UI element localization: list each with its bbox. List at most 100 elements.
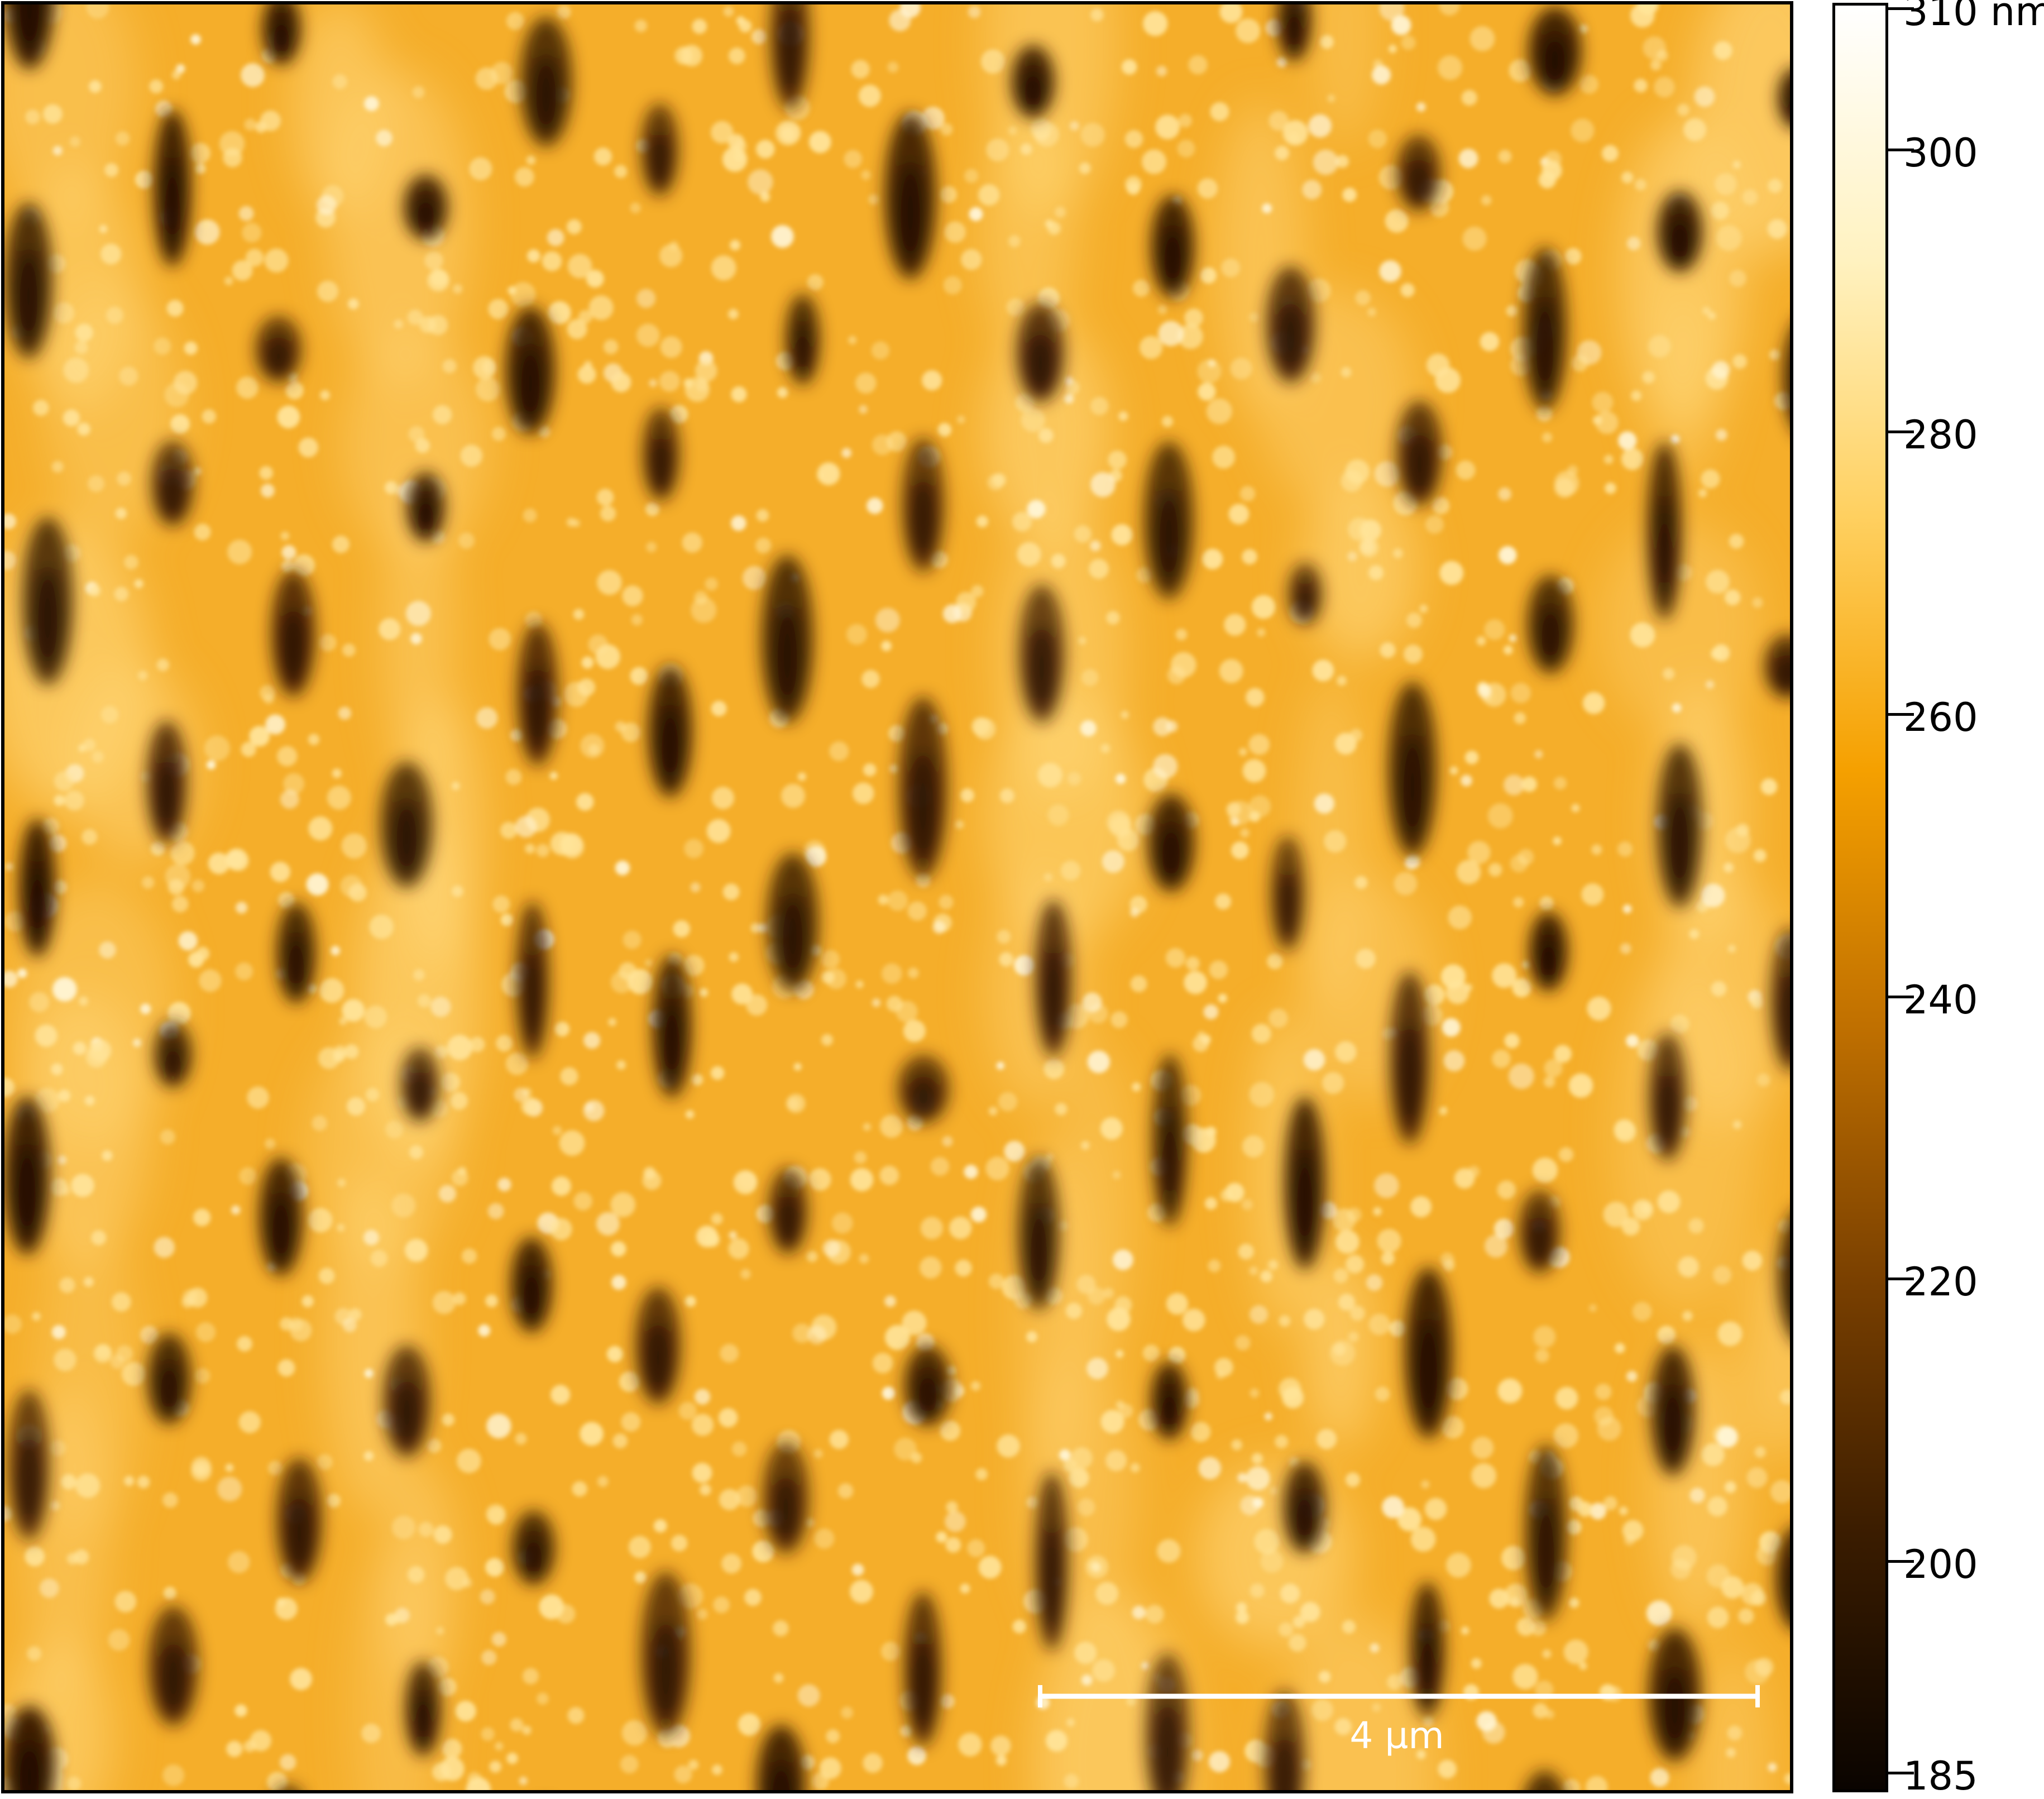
surface-particle	[1268, 1008, 1288, 1028]
surface-particle	[337, 1223, 345, 1232]
surface-pit-core	[768, 1760, 795, 1790]
surface-pit-core	[1660, 1668, 1689, 1748]
surface-particle	[458, 1166, 467, 1176]
surface-particle	[822, 1239, 840, 1257]
surface-particle	[1129, 908, 1140, 917]
surface-particle	[236, 376, 259, 399]
surface-particle	[1712, 1265, 1732, 1285]
surface-particle	[1579, 75, 1599, 94]
surface-particle	[1503, 645, 1513, 655]
surface-particle	[1249, 1082, 1275, 1107]
surface-particle	[940, 186, 958, 203]
surface-particle	[1558, 1147, 1574, 1162]
surface-particle	[1248, 734, 1270, 755]
surface-particle	[1626, 1371, 1638, 1382]
surface-particle	[748, 169, 773, 195]
surface-particle	[91, 1230, 107, 1246]
surface-particle	[1242, 1135, 1265, 1158]
surface-pit-core	[1660, 1384, 1685, 1463]
surface-particle	[1249, 1266, 1258, 1275]
surface-particle	[1715, 173, 1737, 195]
surface-particle	[1080, 720, 1097, 736]
surface-particle	[621, 723, 641, 743]
surface-particle	[806, 1251, 818, 1262]
surface-particle	[1516, 1617, 1535, 1636]
surface-particle	[1335, 155, 1349, 168]
surface-pit-core	[1785, 89, 1790, 119]
surface-particle	[940, 1693, 955, 1709]
surface-particle	[1324, 830, 1347, 853]
surface-particle	[711, 255, 736, 281]
surface-pit-core	[285, 932, 307, 994]
surface-particle	[167, 879, 184, 896]
surface-particle	[872, 998, 881, 1007]
surface-particle	[1456, 860, 1481, 884]
surface-particle	[1262, 203, 1272, 214]
surface-particle	[151, 841, 165, 856]
surface-particle	[500, 913, 514, 926]
surface-pit	[1778, 69, 1790, 127]
surface-particle	[1069, 1467, 1089, 1488]
surface-particle	[1755, 1658, 1774, 1677]
surface-particle	[742, 566, 767, 590]
surface-particle	[1249, 811, 1261, 822]
surface-particle	[1157, 304, 1167, 314]
surface-particle	[1715, 429, 1727, 441]
surface-pit-core	[778, 894, 807, 978]
surface-particle	[1157, 1539, 1181, 1563]
surface-particle	[1167, 666, 1186, 685]
surface-particle	[1105, 1449, 1127, 1471]
surface-particle	[1568, 1597, 1579, 1608]
surface-particle	[92, 750, 104, 763]
surface-particle	[1064, 1773, 1079, 1789]
surface-particle	[781, 783, 806, 808]
surface-particle	[1249, 312, 1259, 323]
surface-particle	[688, 1759, 699, 1771]
surface-particle	[960, 249, 982, 270]
surface-particle	[100, 243, 122, 265]
surface-particle	[1382, 1496, 1405, 1519]
surface-particle	[467, 1772, 482, 1787]
surface-particle	[944, 221, 966, 243]
surface-particle	[1553, 777, 1567, 790]
surface-particle	[1707, 1496, 1727, 1516]
surface-particle	[162, 1492, 178, 1508]
surface-particle	[1064, 394, 1074, 404]
surface-particle	[1077, 1498, 1095, 1516]
surface-particle	[140, 1326, 159, 1344]
surface-particle	[227, 1551, 250, 1573]
surface-particle	[1595, 411, 1619, 434]
surface-pit-core	[915, 1369, 941, 1418]
surface-particle	[61, 1474, 76, 1490]
surface-particle	[559, 1130, 585, 1156]
surface-particle	[1132, 279, 1150, 297]
surface-particle	[1544, 1059, 1563, 1078]
colorbar-tick	[1888, 7, 1914, 10]
surface-particle	[285, 381, 304, 400]
surface-pit-core	[1540, 33, 1570, 87]
surface-particle	[682, 532, 702, 553]
surface-particle	[1121, 710, 1129, 719]
surface-particle	[4, 970, 18, 988]
surface-particle	[573, 609, 585, 620]
surface-particle	[1100, 1117, 1123, 1140]
colorbar-tick	[1888, 430, 1914, 434]
surface-particle	[1071, 1447, 1093, 1469]
surface-particle	[1178, 114, 1193, 128]
surface-particle	[879, 1165, 899, 1185]
surface-particle	[1419, 604, 1428, 613]
surface-particle	[645, 502, 659, 516]
surface-particle	[25, 109, 40, 125]
surface-particle	[683, 955, 705, 977]
surface-particle	[1114, 1296, 1132, 1314]
surface-particle	[1717, 1321, 1743, 1346]
surface-particle	[114, 1591, 137, 1613]
surface-particle	[1501, 1546, 1526, 1571]
surface-particle	[1254, 1529, 1280, 1554]
surface-particle	[1008, 126, 1017, 135]
surface-particle	[646, 542, 657, 553]
surface-particle	[1202, 548, 1223, 570]
surface-pit-core	[1789, 1279, 1790, 1301]
surface-pit-core	[281, 607, 306, 685]
surface-particle	[1306, 278, 1331, 303]
